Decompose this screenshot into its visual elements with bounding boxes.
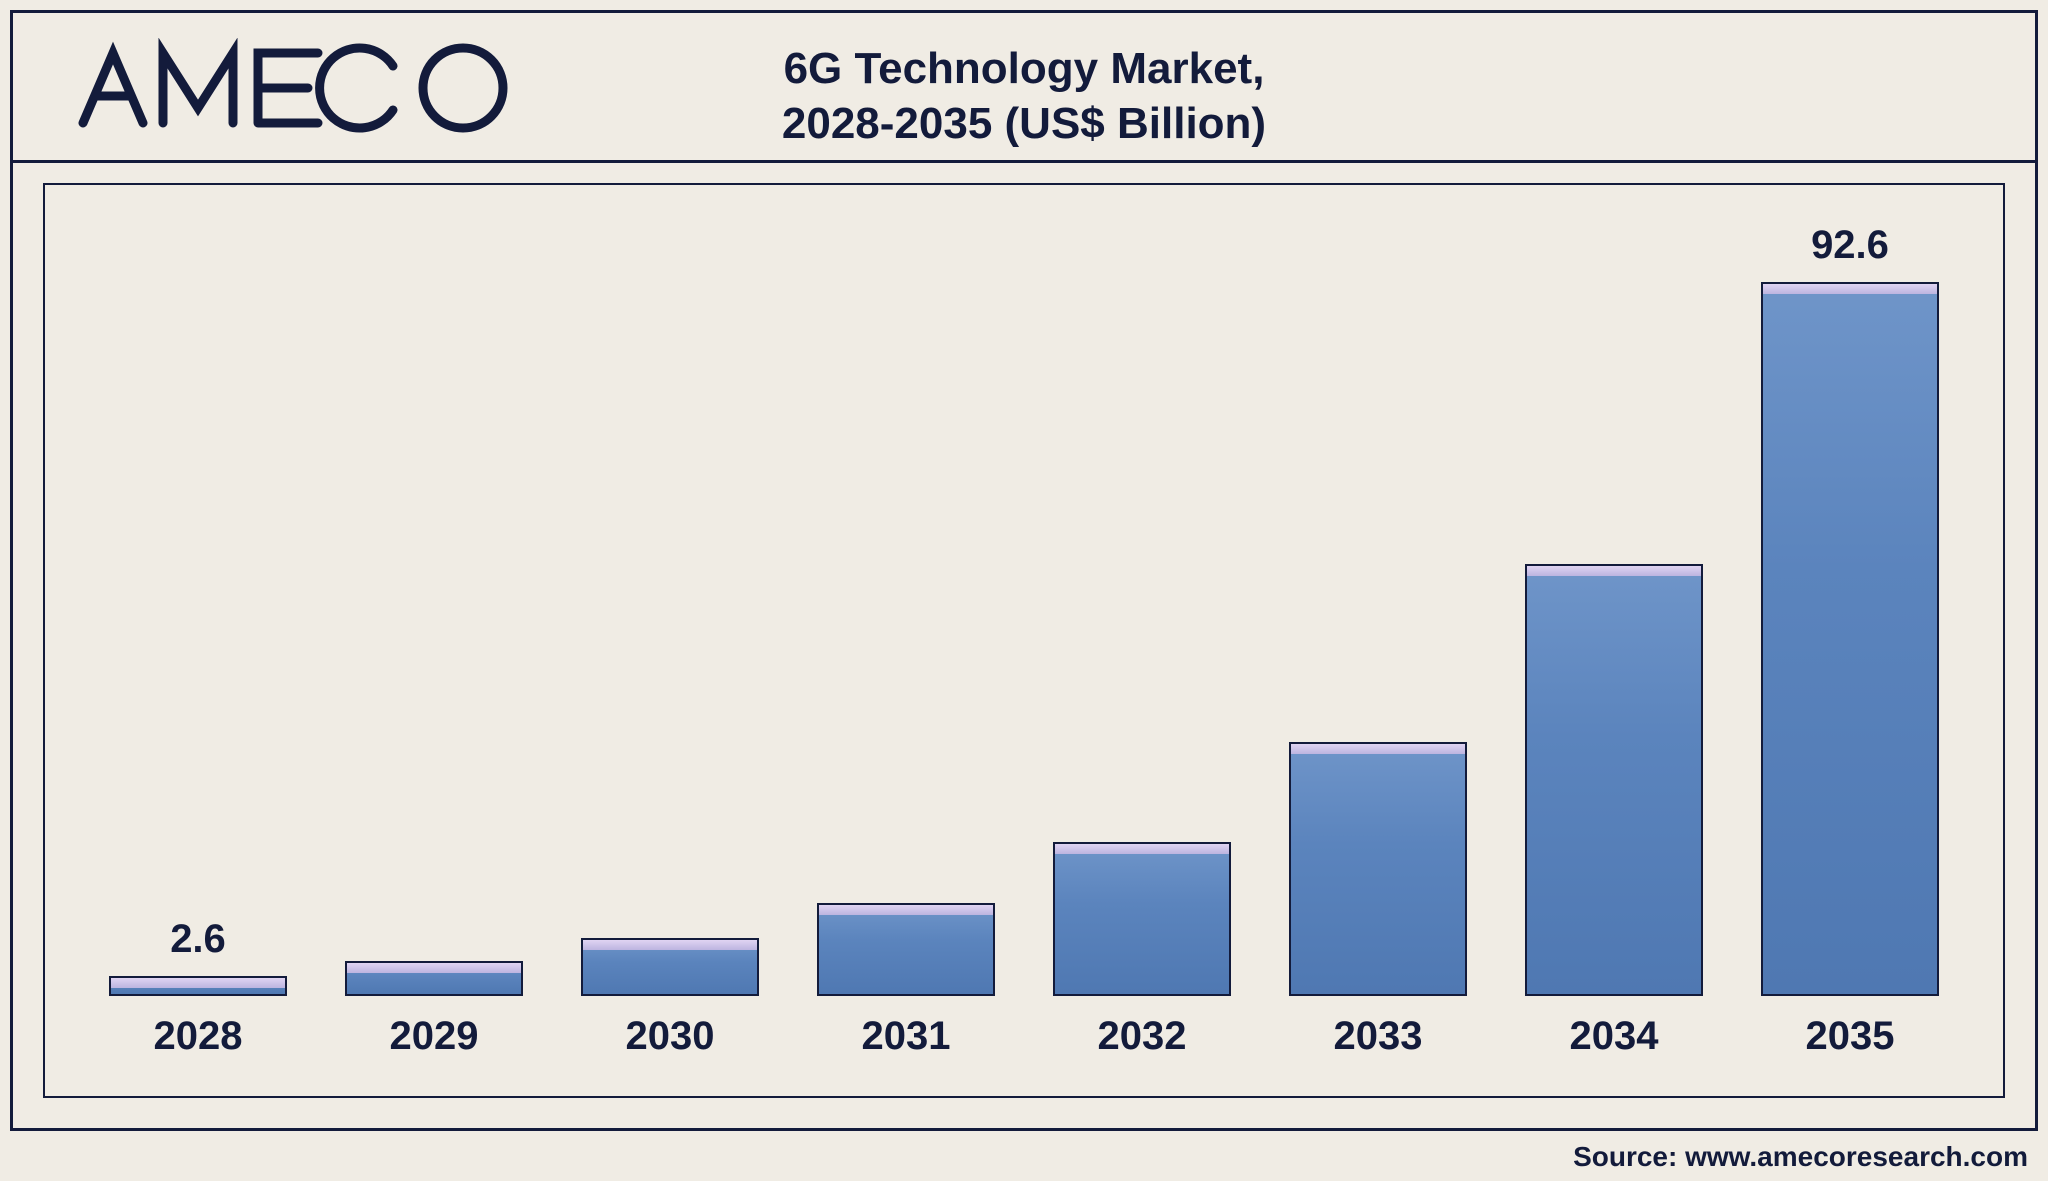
chart-panel: 2.6 92.6 2028 2029 2030 2031 2032 2033 2034 2035 (43, 183, 2005, 1098)
bar (1053, 842, 1230, 996)
bar (1289, 742, 1466, 996)
header: 6G Technology Market, 2028-2035 (US$ Bil… (13, 13, 2035, 163)
bar-slot (1511, 225, 1717, 996)
bar-value-label: 92.6 (1747, 223, 1953, 268)
bar-slot (1275, 225, 1481, 996)
bar-slot (331, 225, 537, 996)
x-axis-label: 2034 (1511, 1014, 1717, 1059)
plot-area: 2.6 92.6 (95, 225, 1953, 996)
bar-slot: 2.6 (95, 225, 301, 996)
logo (73, 43, 513, 133)
bar (109, 976, 286, 996)
bar (1525, 564, 1702, 996)
bar (345, 961, 522, 996)
x-axis: 2028 2029 2030 2031 2032 2033 2034 2035 (95, 1014, 1953, 1059)
ameco-logo-icon (73, 38, 513, 138)
x-axis-label: 2029 (331, 1014, 537, 1059)
x-axis-label: 2035 (1747, 1014, 1953, 1059)
source-attribution: Source: www.amecoresearch.com (1573, 1141, 2028, 1173)
bar (817, 903, 994, 996)
x-axis-label: 2032 (1039, 1014, 1245, 1059)
outer-frame: 6G Technology Market, 2028-2035 (US$ Bil… (10, 10, 2038, 1131)
x-axis-label: 2030 (567, 1014, 773, 1059)
bar-slot (1039, 225, 1245, 996)
x-axis-label: 2028 (95, 1014, 301, 1059)
x-axis-label: 2033 (1275, 1014, 1481, 1059)
bar (581, 938, 758, 996)
x-axis-label: 2031 (803, 1014, 1009, 1059)
bar (1761, 282, 1938, 996)
bar-slot (803, 225, 1009, 996)
bar-value-label: 2.6 (95, 917, 301, 962)
bar-slot: 92.6 (1747, 225, 1953, 996)
bar-slot (567, 225, 773, 996)
